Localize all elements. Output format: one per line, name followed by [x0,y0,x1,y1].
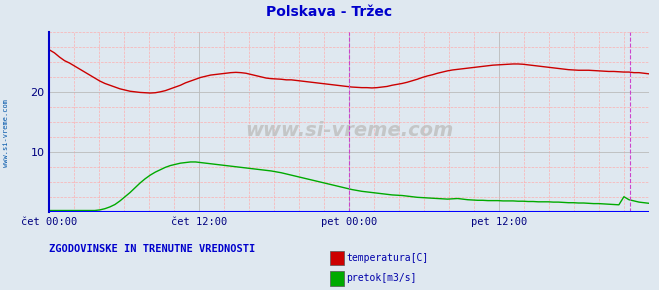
Text: www.si-vreme.com: www.si-vreme.com [245,121,453,140]
Text: pretok[m3/s]: pretok[m3/s] [346,273,416,283]
Text: temperatura[C]: temperatura[C] [346,253,428,263]
Text: Polskava - Tržec: Polskava - Tržec [266,5,393,19]
Text: ZGODOVINSKE IN TRENUTNE VREDNOSTI: ZGODOVINSKE IN TRENUTNE VREDNOSTI [49,244,256,254]
Text: www.si-vreme.com: www.si-vreme.com [3,99,9,167]
